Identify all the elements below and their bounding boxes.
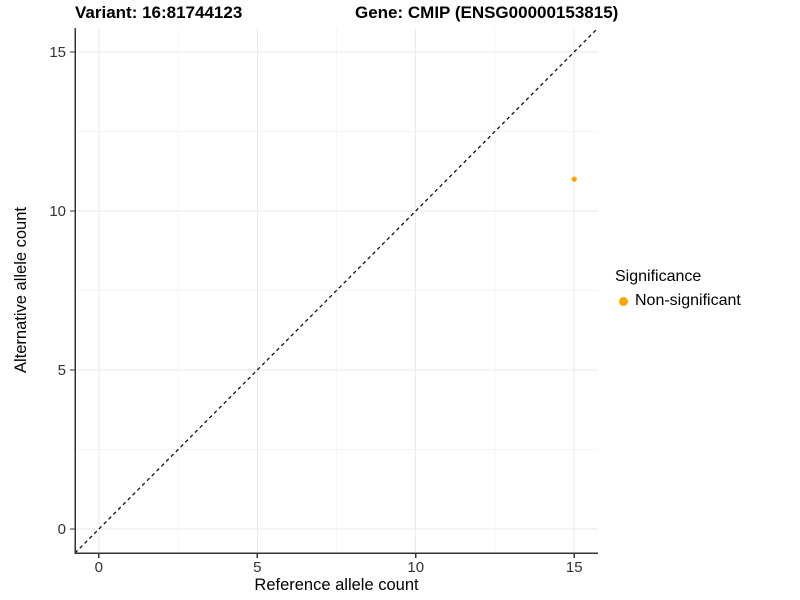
legend-item-label: Non-significant <box>635 292 741 309</box>
y-tick-label: 5 <box>58 362 66 379</box>
y-axis-title: Alternative allele count <box>12 207 30 374</box>
legend-item-non-significant: Non-significant <box>615 292 741 310</box>
legend-title: Significance <box>615 268 702 285</box>
y-tick-label: 0 <box>58 521 66 538</box>
x-tick-label: 5 <box>253 559 261 576</box>
y-tick-label: 15 <box>49 44 66 61</box>
identity-reference-line <box>74 27 599 554</box>
legend-point-swatch-icon <box>619 296 628 306</box>
x-tick-label: 15 <box>566 559 583 576</box>
x-tick-label: 10 <box>407 559 424 576</box>
plot-title-variant: Variant: 16:81744123 <box>75 3 243 22</box>
data-point <box>571 176 577 182</box>
x-axis-title: Reference allele count <box>254 576 419 594</box>
plot-title-gene: Gene: CMIP (ENSG00000153815) <box>355 3 619 22</box>
x-tick-label: 0 <box>95 559 103 576</box>
legend: Significance Non-significant <box>615 268 741 310</box>
y-tick-label: 10 <box>49 203 66 220</box>
